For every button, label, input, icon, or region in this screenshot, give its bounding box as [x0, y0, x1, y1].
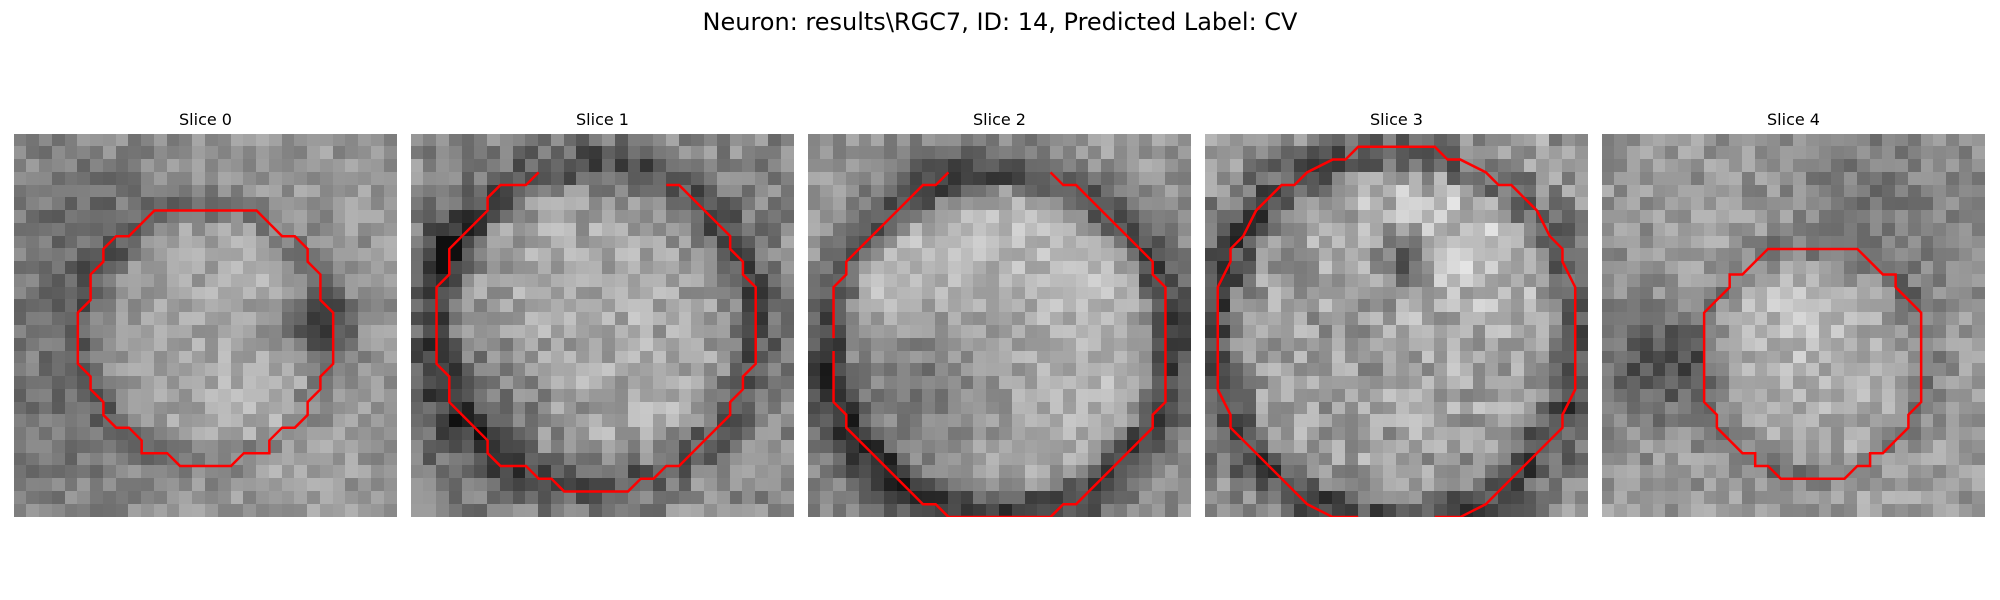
slice-title-4: Slice 4	[1767, 110, 1820, 129]
slice-panel-3: Slice 3	[1205, 108, 1588, 517]
slice-title-1: Slice 1	[576, 110, 629, 129]
slice-panel-1: Slice 1	[411, 108, 794, 517]
slice-panel-0: Slice 0	[14, 108, 397, 517]
slice-image-1	[411, 134, 794, 517]
slice-image-2	[808, 134, 1191, 517]
slice-title-2: Slice 2	[973, 110, 1026, 129]
slice-panel-4: Slice 4	[1602, 108, 1985, 517]
slice-image-0	[14, 134, 397, 517]
slice-image-4	[1602, 134, 1985, 517]
slice-title-3: Slice 3	[1370, 110, 1423, 129]
figure-title: Neuron: results\RGC7, ID: 14, Predicted …	[702, 8, 1298, 36]
slice-image-3	[1205, 134, 1588, 517]
slice-panel-2: Slice 2	[808, 108, 1191, 517]
slice-title-0: Slice 0	[179, 110, 232, 129]
